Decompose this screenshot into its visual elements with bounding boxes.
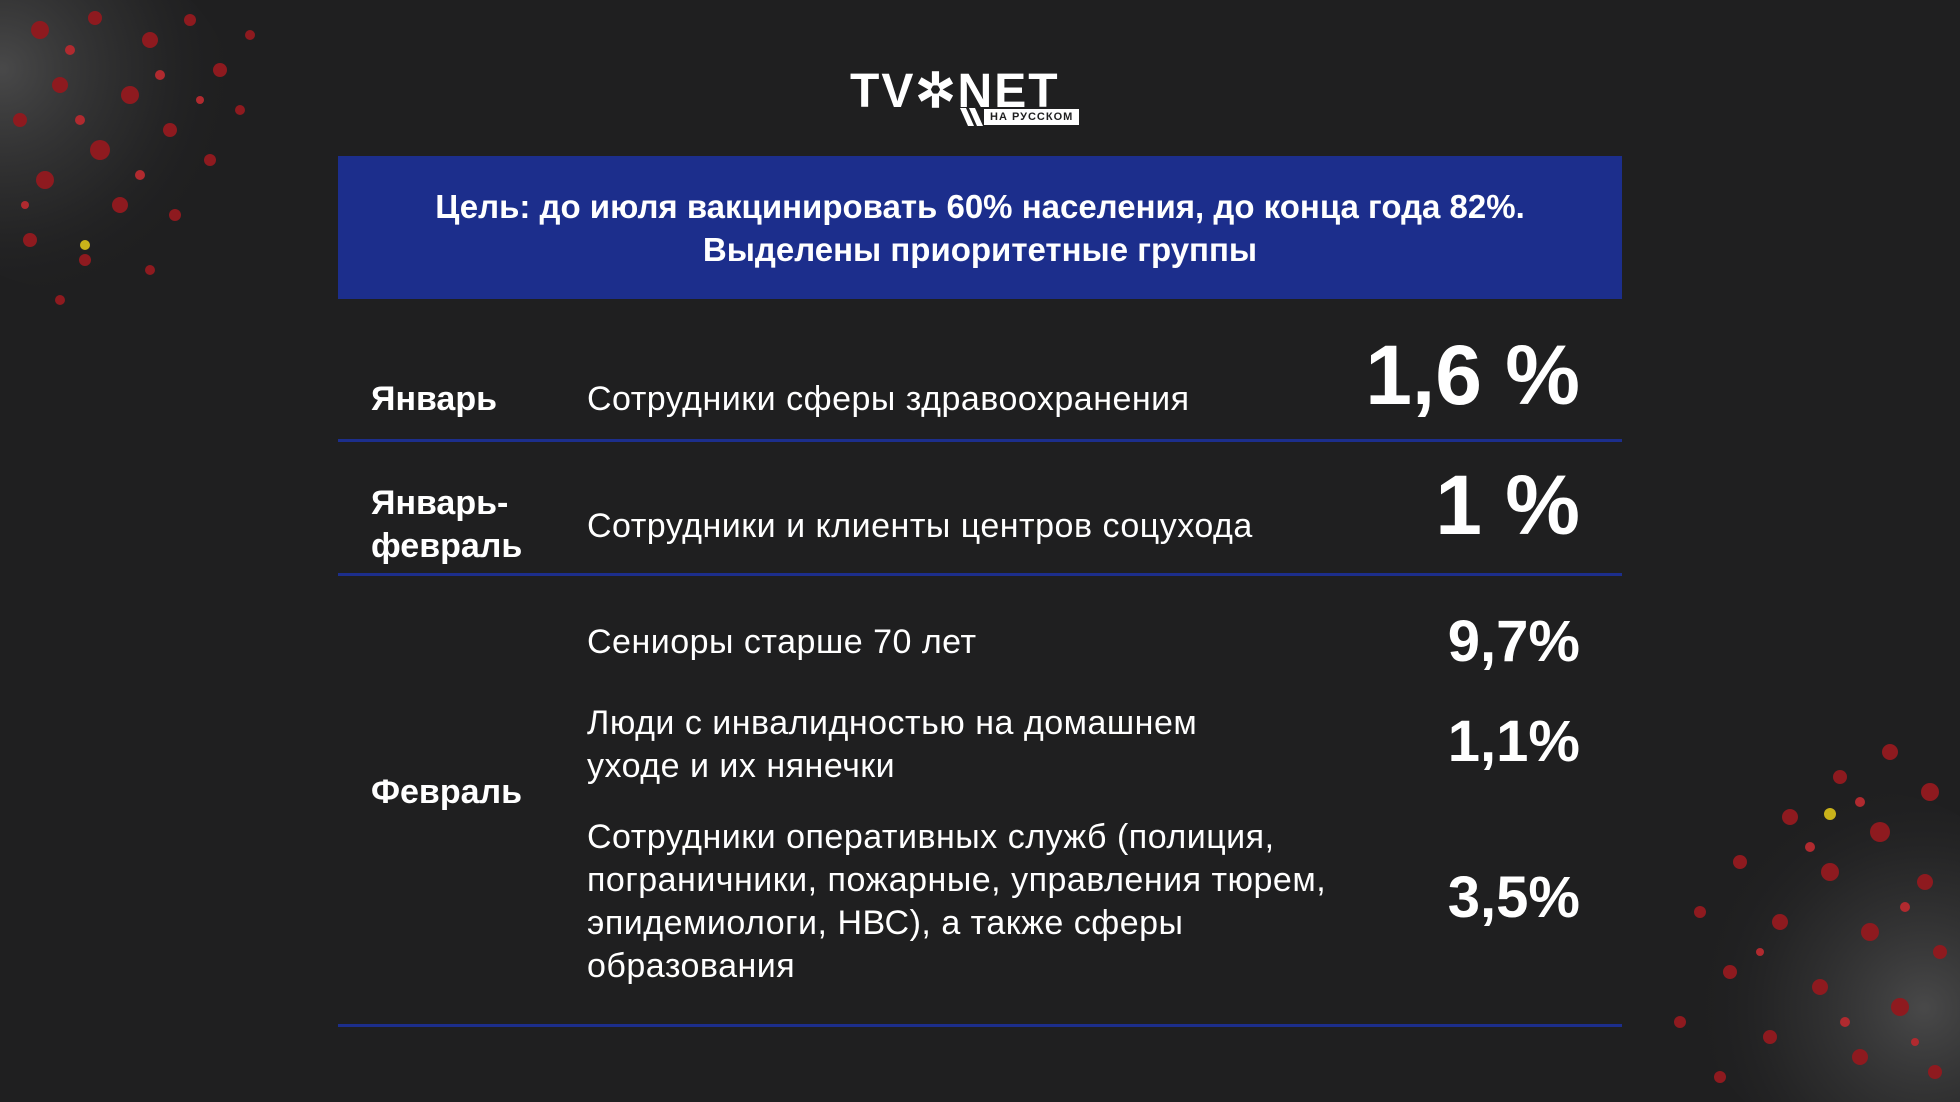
group-description-line: эпидемиологи, НВС), а также сферы bbox=[587, 904, 1184, 942]
table-row: Январь Сотрудники сферы здравоохранения … bbox=[338, 300, 1622, 442]
headline-banner: Цель: до июля вакцинировать 60% населени… bbox=[338, 156, 1622, 299]
table-row: Февраль Сениоры старше 70 лет 9,7% Люди … bbox=[338, 576, 1622, 1027]
logo-wordmark: TV✲NET bbox=[850, 65, 1060, 118]
group-description-line: Люди с инвалидностью на домашнем bbox=[587, 704, 1198, 742]
virus-decoration-top-left-icon bbox=[0, 0, 255, 305]
logo-stripes-icon bbox=[960, 108, 983, 126]
month-label: Январь- февраль bbox=[371, 482, 522, 568]
group-description-line: уходе и их нянечки bbox=[587, 747, 896, 785]
vaccination-schedule-table: Январь Сотрудники сферы здравоохранения … bbox=[338, 300, 1622, 1027]
population-percent: 1,6 % bbox=[1365, 328, 1580, 422]
month-label: Январь bbox=[371, 380, 498, 418]
population-percent: 1 % bbox=[1435, 458, 1580, 552]
month-label-line-1: Январь- bbox=[371, 484, 509, 522]
group-description: Сениоры старше 70 лет bbox=[587, 623, 977, 661]
population-percent: 9,7% bbox=[1447, 609, 1580, 674]
group-description: Люди с инвалидностью на домашнем уходе и… bbox=[587, 702, 1197, 788]
headline-line-1: Цель: до июля вакцинировать 60% населени… bbox=[435, 187, 1525, 225]
group-description: Сотрудники и клиенты центров соцухода bbox=[587, 507, 1253, 545]
group-description-line: пограничники, пожарные, управления тюрем… bbox=[587, 861, 1327, 899]
logo-subtitle: НА РУССКОМ bbox=[984, 109, 1080, 125]
month-label-line-2: февраль bbox=[371, 527, 523, 565]
group-description-line: образования bbox=[587, 947, 796, 985]
tvnet-logo: TV✲NET НА РУССКОМ bbox=[850, 66, 1110, 128]
virus-decoration-bottom-right-icon bbox=[1674, 744, 1960, 1102]
group-description: Сотрудники оперативных служб (полиция, п… bbox=[587, 816, 1326, 988]
group-description: Сотрудники сферы здравоохранения bbox=[587, 380, 1190, 418]
headline-line-2: Выделены приоритетные группы bbox=[702, 230, 1258, 268]
population-percent: 3,5% bbox=[1447, 865, 1580, 930]
population-percent: 1,1% bbox=[1447, 709, 1580, 774]
group-description-line: Сотрудники оперативных служб (полиция, bbox=[587, 818, 1275, 856]
month-label: Февраль bbox=[371, 773, 523, 811]
table-row: Январь- февраль Сотрудники и клиенты цен… bbox=[338, 442, 1622, 576]
